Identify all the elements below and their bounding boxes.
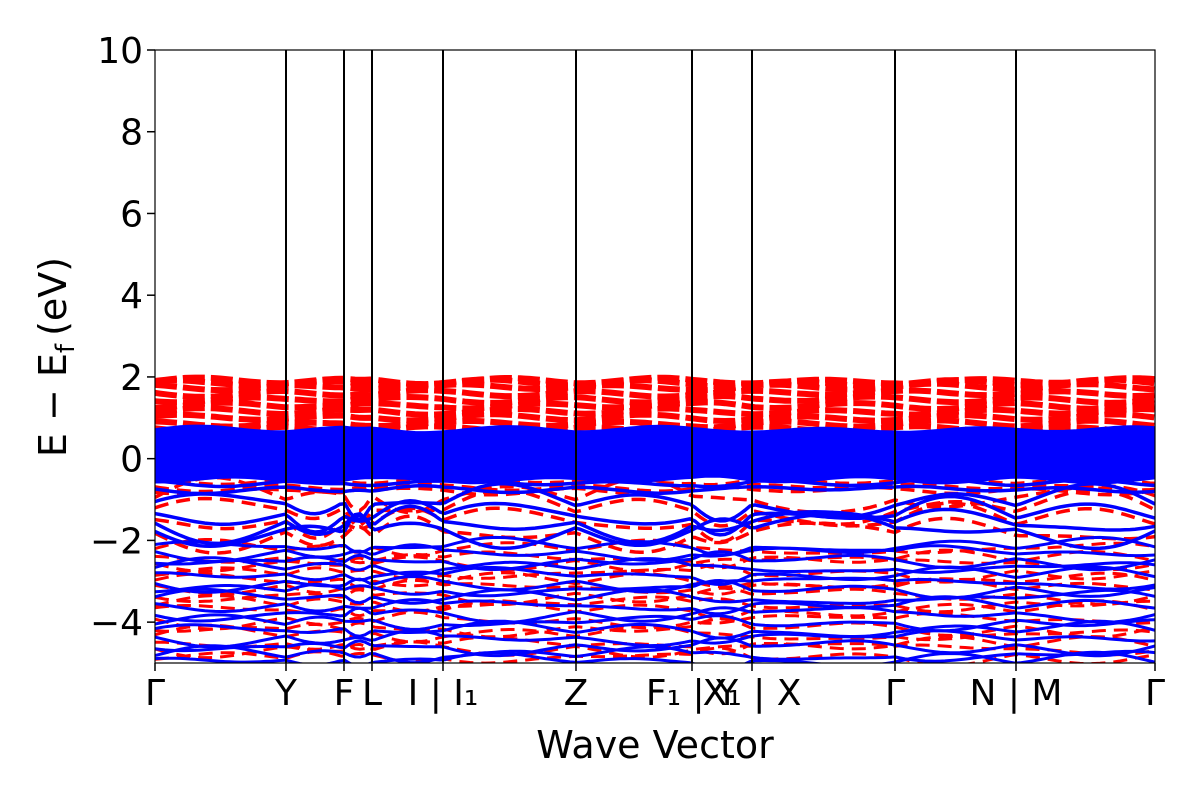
bands-layer — [155, 374, 1155, 663]
x-tick-label: Γ — [885, 673, 905, 714]
y-tick-label: −2 — [90, 521, 143, 562]
x-tick-label: Γ — [1145, 673, 1165, 714]
band-line — [155, 556, 1155, 576]
x-tick-label: L — [362, 673, 382, 714]
x-tick-label: N | M — [969, 673, 1062, 714]
band-line — [155, 514, 1155, 555]
y-tick-label: 0 — [120, 440, 143, 481]
band-line — [155, 432, 1155, 448]
x-tick-label: Z — [564, 673, 589, 714]
x-tick-label: F₁ | Y — [646, 673, 739, 714]
band-line — [155, 481, 1155, 494]
y-axis-label-sub: f — [51, 343, 81, 353]
symmetry-lines — [285, 50, 1017, 663]
band-line — [155, 619, 1155, 640]
band-line — [155, 457, 1155, 473]
band-line — [155, 535, 1155, 557]
y-axis-label-main: E − E — [31, 353, 75, 457]
x-tick-label: X₁ | X — [703, 673, 802, 714]
y-tick-label: 2 — [120, 358, 143, 399]
band-line — [155, 644, 1155, 663]
y-tick-label: −4 — [90, 603, 143, 644]
band-line — [155, 595, 1155, 616]
band-line — [155, 587, 1155, 605]
band-line — [155, 636, 1155, 658]
band-line — [155, 484, 1155, 496]
plot-frame — [154, 49, 1156, 664]
band-line — [155, 488, 1155, 528]
band-line — [155, 610, 1155, 631]
y-tick-label: 8 — [120, 113, 143, 154]
band-line — [155, 477, 1155, 489]
y-axis: −4 −2 0 2 4 6 8 10 — [90, 31, 155, 644]
band-line — [155, 494, 1155, 537]
band-line — [155, 453, 1155, 468]
x-tick-label: Y — [274, 673, 298, 714]
band-line — [155, 482, 1155, 523]
band-line — [155, 606, 1155, 625]
band-line — [155, 650, 1155, 663]
band-line — [155, 550, 1155, 572]
x-tick-label: Γ — [145, 673, 165, 714]
band-line — [155, 428, 1155, 444]
y-tick-label: 10 — [97, 31, 143, 72]
band-line — [155, 565, 1155, 587]
y-axis-label: E − Ef (eV) — [31, 257, 81, 457]
band-line — [155, 634, 1155, 656]
band-line — [155, 646, 1155, 663]
y-tick-label: 4 — [120, 276, 143, 317]
y-axis-label-unit: (eV) — [31, 257, 75, 336]
x-tick-label: I | I₁ — [408, 673, 479, 714]
band-line — [155, 563, 1155, 584]
band-line — [155, 613, 1155, 633]
band-line — [155, 617, 1155, 639]
band-line — [155, 578, 1155, 600]
x-tick-label: F — [334, 673, 355, 714]
x-axis-label: Wave Vector — [536, 723, 774, 767]
band-line — [155, 469, 1155, 485]
series-blue-solid — [155, 424, 1155, 663]
y-tick-label: 6 — [120, 194, 143, 235]
